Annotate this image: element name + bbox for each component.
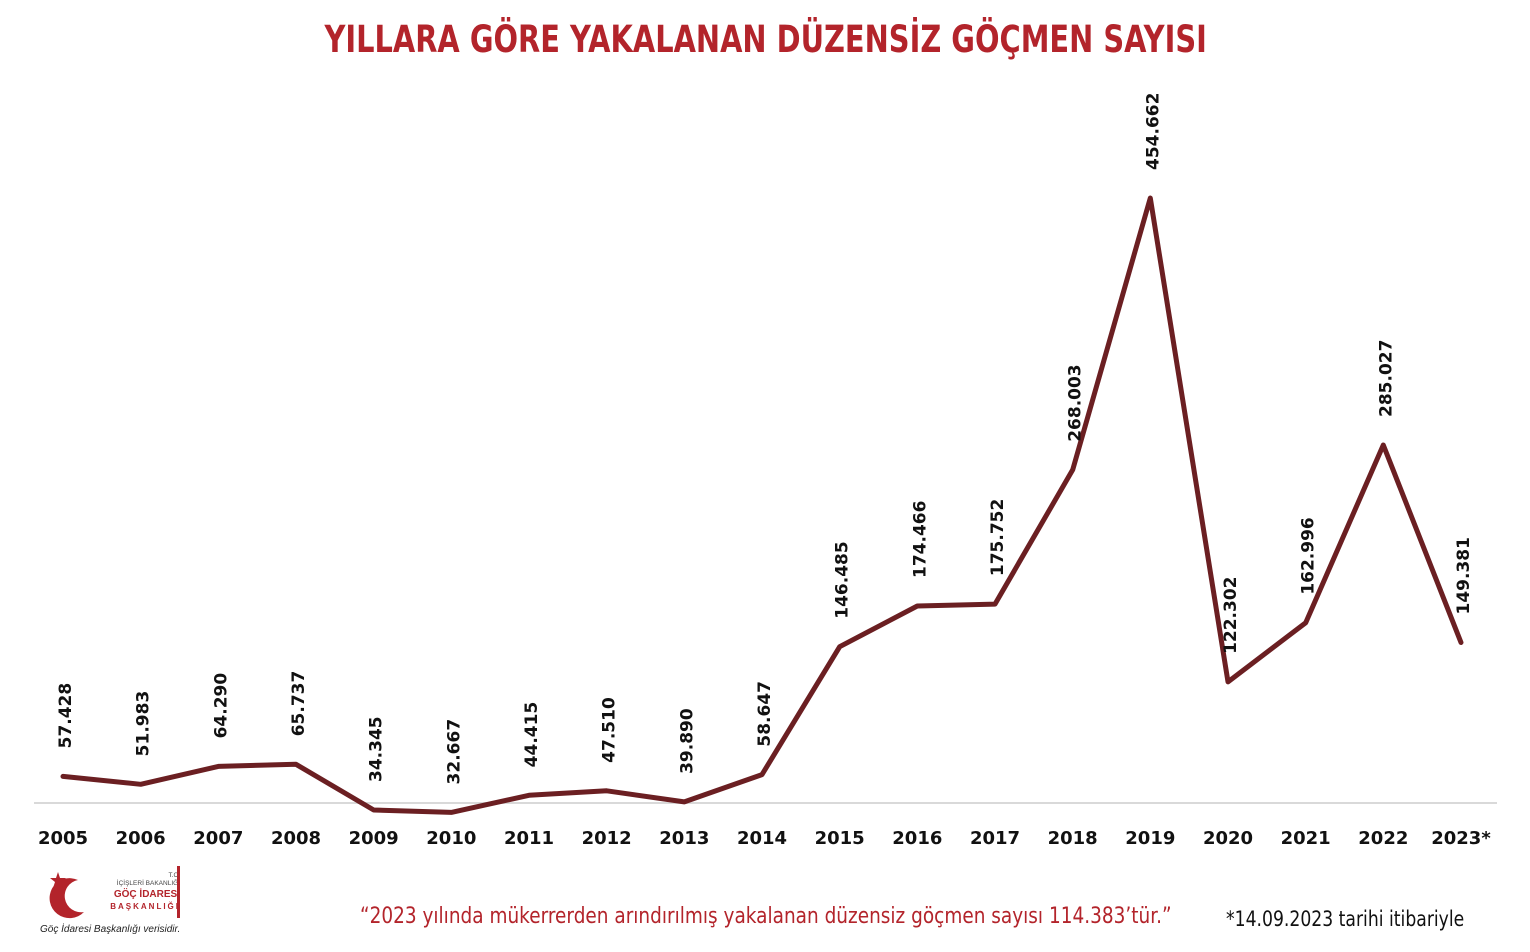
ministry-name: T.C. İÇİŞLERİ BAKANLIĞI: [116, 872, 180, 887]
agency-name-line1: GÖÇ İDARESİ: [113, 889, 180, 900]
x-tick-label: 2010: [426, 828, 476, 849]
x-tick-label: 2018: [1048, 828, 1098, 849]
data-label: 175.752: [988, 499, 1008, 576]
data-label: 174.466: [910, 501, 930, 578]
data-label: 64.290: [211, 673, 231, 739]
x-tick-label: 2020: [1203, 828, 1253, 849]
footnote-date: *14.09.2023 tarihi itibariyle: [1226, 907, 1465, 931]
data-label: 57.428: [56, 683, 76, 749]
chart-title: YILLARA GÖRE YAKALANAN DÜZENSİZ GÖÇMEN S…: [324, 18, 1207, 61]
series-line: [60, 195, 1464, 815]
data-label: 34.345: [367, 716, 387, 782]
x-tick-label: 2019: [1125, 828, 1175, 849]
x-tick-label: 2008: [271, 828, 321, 849]
x-tick-label: 2017: [970, 828, 1020, 849]
x-tick-label: 2016: [892, 828, 942, 849]
x-tick-label: 2014: [737, 828, 787, 849]
crescent-star-icon: [49, 872, 84, 919]
data-label: 454.662: [1143, 93, 1163, 170]
data-label: 58.647: [755, 681, 775, 747]
x-tick-label: 2007: [193, 828, 243, 849]
logo-divider: [177, 866, 180, 918]
data-label: 44.415: [522, 702, 542, 768]
x-tick-label: 2021: [1281, 828, 1331, 849]
x-tick-label: 2023*: [1431, 828, 1491, 849]
agency-logo: T.C. İÇİŞLERİ BAKANLIĞI GÖÇ İDARESİ BAŞK…: [40, 862, 200, 947]
x-tick-label: 2006: [116, 828, 166, 849]
x-tick-label: 2009: [349, 828, 399, 849]
data-label: 47.510: [600, 697, 620, 763]
x-tick-label: 2005: [38, 828, 88, 849]
data-label: 285.027: [1376, 340, 1396, 417]
x-tick-label: 2013: [659, 828, 709, 849]
footnote-quote: “2023 yılında mükerrerden arındırılmış y…: [360, 904, 1172, 929]
source-note: Göç İdaresi Başkanlığı verisidir.: [40, 924, 181, 935]
data-label: 39.890: [677, 708, 697, 774]
x-tick-label: 2015: [815, 828, 865, 849]
data-label: 149.381: [1454, 537, 1474, 614]
x-tick-label: 2012: [582, 828, 632, 849]
x-tick-label: 2011: [504, 828, 554, 849]
data-label: 32.667: [444, 719, 464, 785]
data-label: 162.996: [1299, 517, 1319, 594]
data-label: 51.983: [134, 691, 154, 757]
agency-name-line2: BAŞKANLIĞI: [110, 902, 180, 911]
x-tick-label: 2022: [1358, 828, 1408, 849]
data-label: 268.003: [1066, 364, 1086, 441]
data-label: 122.302: [1221, 576, 1241, 653]
data-label: 146.485: [833, 541, 853, 618]
data-label: 65.737: [289, 671, 309, 737]
